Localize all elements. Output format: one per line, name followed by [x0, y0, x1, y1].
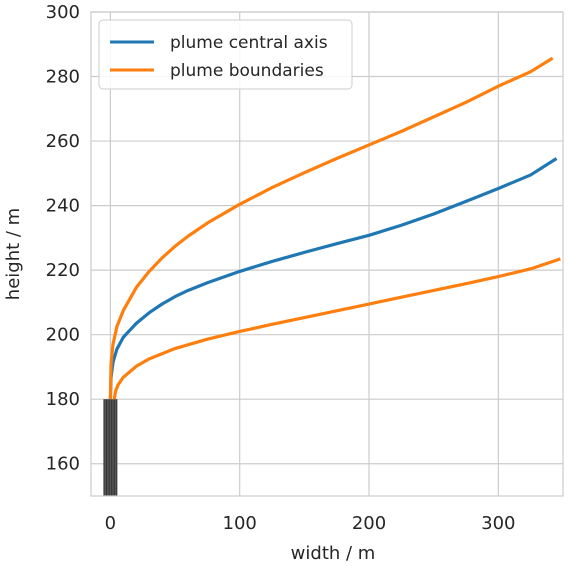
x-tick-label: 300	[481, 513, 515, 534]
x-tick-labels: 0 100 200 300	[105, 513, 516, 534]
legend-label-boundaries: plume boundaries	[170, 61, 324, 81]
series-line-boundary-1	[108, 56, 554, 400]
y-tick-label: 280	[46, 67, 80, 88]
legend-box	[98, 19, 353, 90]
plot-frame	[90, 11, 564, 497]
y-axis-label: height / m	[3, 208, 24, 300]
y-tick-label: 200	[46, 325, 80, 346]
chimney-stack-lines	[103, 399, 118, 496]
y-tick-labels: 160 180 200 220 240 260 280 300	[46, 2, 80, 475]
x-tick-label: 200	[352, 513, 386, 534]
x-tick-label: 0	[105, 513, 116, 534]
legend-label-central-axis: plume central axis	[170, 33, 328, 53]
y-tick-label: 240	[46, 196, 80, 217]
y-tick-label: 300	[46, 2, 80, 23]
series-line-central-axis	[108, 157, 558, 400]
y-tick-label: 220	[46, 260, 80, 281]
series-line-boundary-2	[112, 257, 561, 400]
y-tick-label: 260	[46, 131, 80, 152]
x-axis-label: width / m	[291, 543, 376, 564]
legend: plume central axis plume boundaries	[98, 19, 353, 90]
x-tick-label: 100	[223, 513, 257, 534]
y-tick-label: 180	[46, 389, 80, 410]
series-layer	[108, 56, 561, 400]
chimney-stack	[103, 399, 117, 496]
y-tick-label: 160	[46, 454, 80, 475]
